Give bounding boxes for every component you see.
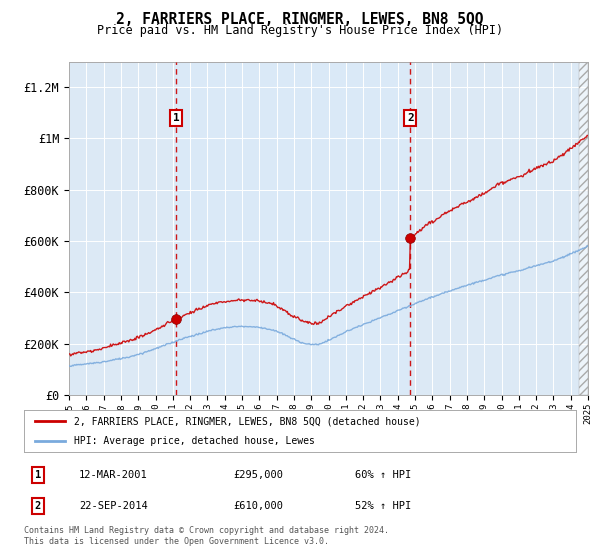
Text: HPI: Average price, detached house, Lewes: HPI: Average price, detached house, Lewe… [74,436,314,446]
Text: 22-SEP-2014: 22-SEP-2014 [79,501,148,511]
Text: 2, FARRIERS PLACE, RINGMER, LEWES, BN8 5QQ (detached house): 2, FARRIERS PLACE, RINGMER, LEWES, BN8 5… [74,417,421,426]
Text: 1: 1 [35,470,41,480]
Text: Contains HM Land Registry data © Crown copyright and database right 2024.
This d: Contains HM Land Registry data © Crown c… [24,526,389,546]
Text: 2: 2 [35,501,41,511]
Text: 60% ↑ HPI: 60% ↑ HPI [355,470,412,480]
Text: 2: 2 [407,113,414,123]
Text: 52% ↑ HPI: 52% ↑ HPI [355,501,412,511]
Text: 12-MAR-2001: 12-MAR-2001 [79,470,148,480]
Text: 2, FARRIERS PLACE, RINGMER, LEWES, BN8 5QQ: 2, FARRIERS PLACE, RINGMER, LEWES, BN8 5… [116,12,484,27]
Text: £610,000: £610,000 [234,501,284,511]
Bar [580,62,588,395]
Text: 1: 1 [173,113,179,123]
Text: £295,000: £295,000 [234,470,284,480]
Text: Price paid vs. HM Land Registry's House Price Index (HPI): Price paid vs. HM Land Registry's House … [97,24,503,36]
Bar [176,62,410,395]
Bar [580,62,588,395]
